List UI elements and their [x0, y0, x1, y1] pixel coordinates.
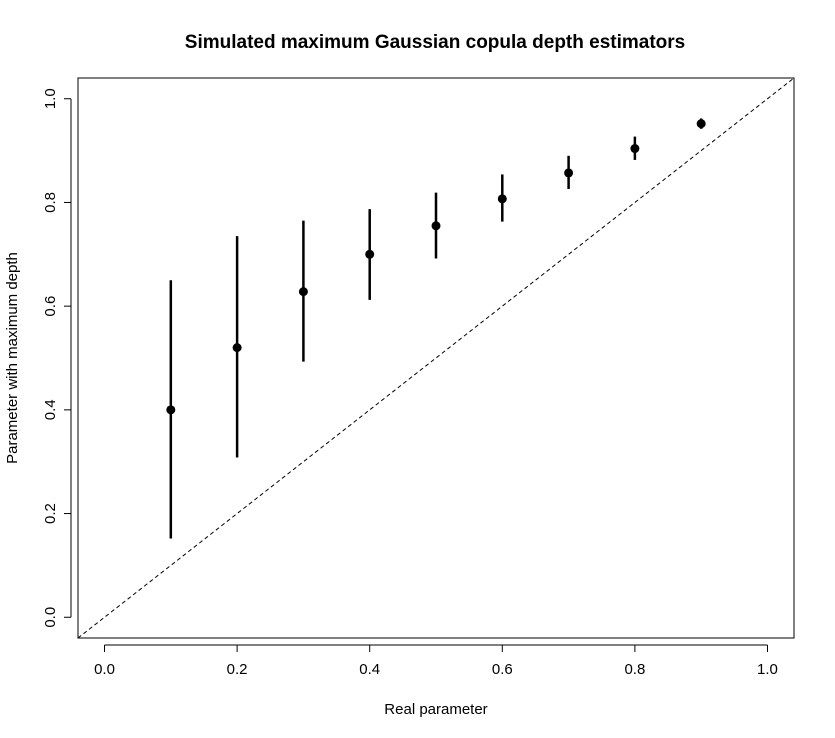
data-point: [696, 119, 706, 129]
data-point: [166, 405, 176, 415]
y-tick-label: 0.6: [42, 296, 59, 317]
plot-area: [77, 77, 795, 639]
y-axis: 0.0 0.2 0.4 0.6 0.8 1.0: [42, 88, 72, 628]
x-tick-label: 0.2: [227, 661, 248, 678]
x-axis: 0.0 0.2 0.4 0.6 0.8 1.0: [94, 644, 778, 678]
data-point: [298, 287, 308, 297]
x-tick-label: 0.6: [492, 661, 513, 678]
y-axis-label: Parameter with maximum depth: [4, 252, 21, 464]
data-point: [232, 343, 242, 353]
reference-line: [77, 77, 795, 639]
x-tick-label: 1.0: [757, 661, 778, 678]
y-tick-label: 0.4: [42, 399, 59, 420]
x-tick-label: 0.0: [94, 661, 115, 678]
data-point: [564, 168, 574, 178]
error-bars: [169, 118, 703, 539]
y-tick-label: 0.0: [42, 607, 59, 628]
reference-line-group: [77, 77, 795, 639]
y-tick-label: 0.8: [42, 192, 59, 213]
x-axis-label: Real parameter: [384, 701, 487, 718]
chart-title: Simulated maximum Gaussian copula depth …: [185, 32, 685, 53]
data-point: [630, 144, 640, 154]
data-point: [431, 221, 441, 231]
x-tick-label: 0.4: [359, 661, 380, 678]
y-tick-label: 1.0: [42, 88, 59, 109]
y-tick-label: 0.2: [42, 503, 59, 524]
data-point: [497, 194, 507, 204]
x-tick-label: 0.8: [624, 661, 645, 678]
data-point: [365, 249, 375, 259]
data-points: [166, 119, 706, 415]
